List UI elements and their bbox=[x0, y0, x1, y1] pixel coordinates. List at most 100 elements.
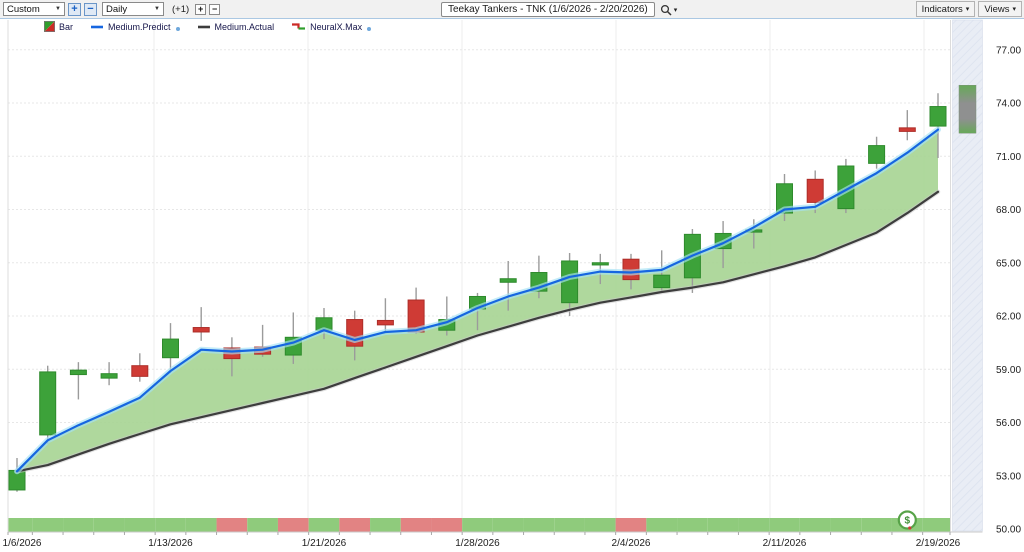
y-axis-labels: 50.00 53.00 56.00 59.00 62.00 65.00 68.00 71.00… bbox=[996, 45, 1021, 535]
chevron-down-icon: ▼ bbox=[55, 6, 61, 12]
candle-body[interactable] bbox=[39, 371, 57, 436]
zoom-out-button[interactable]: − bbox=[84, 2, 97, 16]
ribbon-segment bbox=[216, 518, 248, 532]
candle-body[interactable] bbox=[591, 262, 609, 266]
dividend-dollar-marker[interactable]: $ bbox=[897, 510, 917, 530]
candle-body[interactable] bbox=[131, 365, 149, 377]
ribbon-segment bbox=[922, 518, 950, 532]
legend-label: Medium.Actual bbox=[214, 21, 275, 32]
svg-text:77.00: 77.00 bbox=[996, 45, 1021, 56]
dark-line-icon bbox=[197, 25, 210, 28]
svg-text:62.00: 62.00 bbox=[996, 312, 1021, 323]
views-button[interactable]: Views ▾ bbox=[978, 1, 1022, 17]
svg-text:1/13/2026: 1/13/2026 bbox=[148, 538, 193, 549]
ribbon-segment bbox=[584, 518, 616, 532]
chevron-down-icon: ▾ bbox=[1012, 6, 1016, 13]
candle-body[interactable] bbox=[69, 369, 87, 376]
svg-text:68.00: 68.00 bbox=[996, 205, 1021, 216]
zoom-in-button[interactable]: + bbox=[68, 2, 81, 16]
legend-item-medium-actual[interactable]: Medium.Actual bbox=[197, 21, 275, 32]
svg-text:2/4/2026: 2/4/2026 bbox=[612, 538, 651, 549]
chevron-down-icon: ▾ bbox=[965, 6, 970, 13]
ribbon-segment bbox=[554, 518, 585, 532]
chevron-down-icon: ▼ bbox=[154, 6, 160, 12]
svg-text:1/28/2026: 1/28/2026 bbox=[455, 538, 500, 549]
svg-text:2/19/2026: 2/19/2026 bbox=[916, 538, 961, 549]
svg-text:59.00: 59.00 bbox=[996, 365, 1021, 376]
svg-text:50.00: 50.00 bbox=[996, 525, 1021, 536]
ribbon-segment bbox=[93, 518, 125, 532]
candle-body[interactable] bbox=[776, 183, 793, 214]
ribbon-segment bbox=[492, 518, 524, 532]
candle-body[interactable] bbox=[100, 373, 118, 379]
ribbon-segment bbox=[523, 518, 555, 532]
ribbon-segment bbox=[185, 518, 217, 532]
medium-predict-line bbox=[15, 128, 940, 473]
indicators-button[interactable]: Indicators ▾ bbox=[915, 1, 976, 17]
ribbon-segment bbox=[308, 518, 340, 532]
forecast-range-bar[interactable] bbox=[958, 85, 977, 134]
chevron-down-icon[interactable]: ▾ bbox=[673, 6, 678, 14]
ribbon-segment bbox=[615, 518, 647, 532]
candle-body[interactable] bbox=[192, 327, 210, 333]
chart-area: $50.00 53.00 56.00 59.00 62.00 65.00 68.00 71.0… bbox=[0, 19, 1024, 552]
toolbar: Custom ▼ + − Daily ▼ (+1) + − Teekay Tan… bbox=[0, 0, 1024, 19]
ribbon-segment bbox=[124, 518, 156, 532]
series-settings-dot-icon[interactable] bbox=[367, 26, 372, 31]
medium-actual-line bbox=[15, 190, 940, 473]
svg-text:53.00: 53.00 bbox=[996, 471, 1021, 482]
candlestick-legend-icon bbox=[44, 21, 55, 32]
ribbon-segment bbox=[63, 518, 94, 532]
series-settings-dot-icon[interactable] bbox=[175, 26, 180, 31]
ribbon-segment bbox=[431, 518, 463, 532]
candle-body[interactable] bbox=[376, 319, 394, 326]
symbol-search[interactable]: ▾ bbox=[660, 4, 678, 16]
candle-body[interactable] bbox=[162, 338, 179, 359]
toolbar-left-group: Custom ▼ + − Daily ▼ (+1) + − bbox=[0, 2, 221, 16]
grid-layer bbox=[8, 20, 951, 531]
ribbon-segment bbox=[370, 518, 401, 532]
candles-layer[interactable] bbox=[8, 93, 947, 492]
ribbon-segment bbox=[247, 518, 278, 532]
svg-text:1/6/2026: 1/6/2026 bbox=[3, 538, 42, 549]
ribbon-segment bbox=[861, 518, 892, 532]
candle-body[interactable] bbox=[653, 274, 671, 289]
toolbar-right-group: Indicators ▾ Views ▾ bbox=[915, 1, 1022, 17]
legend-item-medium-predict[interactable]: Medium.Predict bbox=[90, 22, 180, 32]
neuralx-ribbon bbox=[8, 518, 950, 532]
symbol-title-box[interactable]: Teekay Tankers - TNK (1/6/2026 - 2/20/20… bbox=[441, 2, 655, 17]
toolbar-center-group: Teekay Tankers - TNK (1/6/2026 - 2/20/20… bbox=[441, 2, 677, 17]
legend-label: Bar bbox=[59, 21, 74, 32]
candle-body[interactable] bbox=[929, 106, 947, 127]
svg-text:65.00: 65.00 bbox=[996, 258, 1021, 269]
period-select[interactable]: Daily ▼ bbox=[102, 2, 164, 16]
candle-body[interactable] bbox=[499, 278, 517, 283]
candle-body[interactable] bbox=[806, 178, 824, 203]
layout-select[interactable]: Custom ▼ bbox=[3, 2, 65, 16]
step-plus-button[interactable]: + bbox=[195, 3, 207, 15]
ribbon-segment bbox=[738, 518, 770, 532]
step-minus-button[interactable]: − bbox=[209, 3, 221, 15]
candle-body[interactable] bbox=[898, 127, 916, 132]
ribbon-segment bbox=[8, 518, 33, 532]
price-chart[interactable]: $50.00 53.00 56.00 59.00 62.00 65.00 68.00 71.0… bbox=[0, 19, 1024, 552]
legend-item-bar[interactable]: Bar bbox=[44, 21, 73, 32]
ribbon-segment bbox=[707, 518, 739, 532]
ribbon-segment bbox=[400, 518, 432, 532]
ribbon-segment bbox=[830, 518, 862, 532]
ribbon-segment bbox=[339, 518, 371, 532]
legend-label: Medium.Predict bbox=[108, 21, 171, 32]
svg-text:2/11/2026: 2/11/2026 bbox=[763, 538, 807, 549]
ribbon-segment bbox=[277, 518, 309, 532]
svg-text:74.00: 74.00 bbox=[996, 99, 1021, 110]
candle-body[interactable] bbox=[868, 145, 886, 164]
ribbon-segment bbox=[799, 518, 831, 532]
svg-text:71.00: 71.00 bbox=[996, 152, 1021, 163]
legend-item-neuralx-max[interactable]: NeuralX.Max bbox=[291, 22, 372, 32]
ribbon-segment bbox=[769, 518, 800, 532]
search-icon[interactable] bbox=[660, 4, 672, 16]
ribbon-segment bbox=[646, 518, 678, 532]
red-green-step-icon bbox=[292, 23, 306, 30]
blue-line-icon bbox=[91, 25, 104, 28]
